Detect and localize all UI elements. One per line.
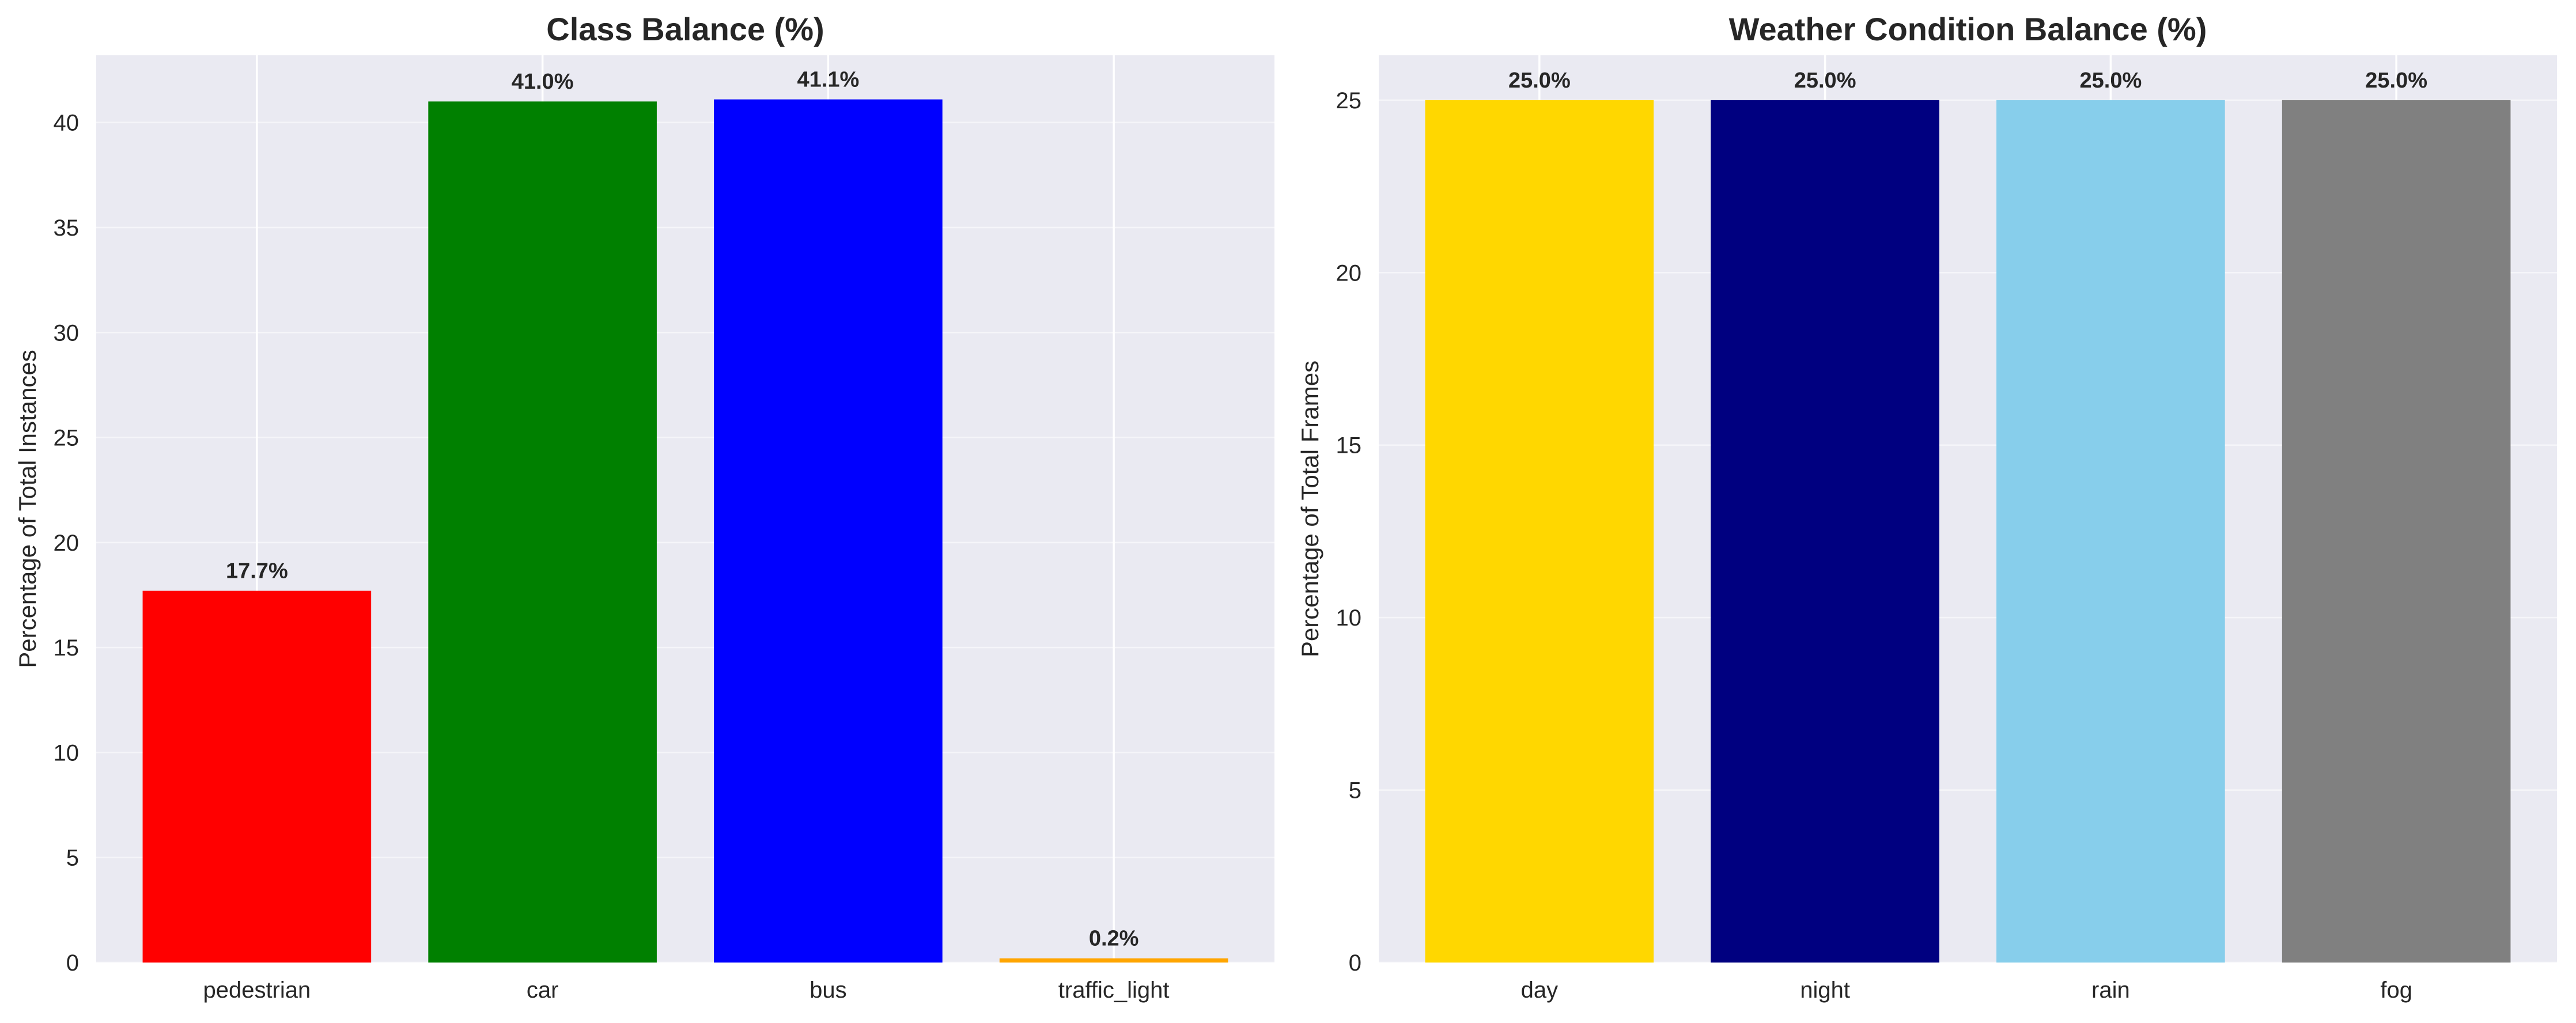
y-tick-label: 0 <box>1349 950 1361 976</box>
x-tick-label: night <box>1800 977 1850 1003</box>
y-tick-label: 20 <box>54 531 80 556</box>
x-tick-label: rain <box>2091 977 2130 1003</box>
y-tick-label: 5 <box>66 846 79 871</box>
y-tick-label: 15 <box>1336 433 1362 459</box>
y-tick-label: 40 <box>54 111 80 136</box>
y-tick-label: 10 <box>1336 605 1362 631</box>
bar-traffic-light <box>999 958 1228 963</box>
y-axis-title: Percentage of Total Instances <box>14 350 41 668</box>
y-tick-label: 35 <box>54 215 80 241</box>
data-label: 0.2% <box>1089 927 1139 951</box>
data-label: 25.0% <box>1508 69 1571 93</box>
y-tick-label: 10 <box>54 740 80 766</box>
y-tick-label: 0 <box>66 950 79 976</box>
bar-bus <box>714 99 943 963</box>
data-label: 25.0% <box>2080 69 2142 93</box>
data-label: 41.0% <box>512 70 574 94</box>
bar-fog <box>2282 100 2511 963</box>
data-label: 25.0% <box>2365 69 2427 93</box>
chart-title: Weather Condition Balance (%) <box>1729 11 2207 47</box>
y-tick-label: 25 <box>54 426 80 451</box>
data-label: 17.7% <box>226 559 288 584</box>
x-tick-label: bus <box>810 977 847 1003</box>
y-tick-label: 5 <box>1349 778 1361 804</box>
x-tick-label: fog <box>2380 977 2412 1003</box>
x-tick-label: car <box>527 977 559 1003</box>
bar-night <box>1711 100 1939 963</box>
x-tick-label: traffic_light <box>1058 977 1170 1003</box>
bar-day <box>1425 100 1654 963</box>
weather-condition-balance-chart: 25.0% 25.0% 25.0% 25.0% 0 5 10 15 20 25 day night ra… <box>1296 11 2557 1003</box>
bar-rain <box>1996 100 2225 963</box>
class-balance-chart: 17.7% 41.0% 41.1% 0.2% 0 5 10 15 20 25 30 35 40 pedes… <box>14 11 1274 1003</box>
bar-car <box>428 101 657 963</box>
y-tick-label: 15 <box>54 635 80 661</box>
x-tick-label: day <box>1521 977 1559 1003</box>
data-label: 25.0% <box>1794 69 1856 93</box>
y-tick-label: 30 <box>54 320 80 346</box>
x-tick-label: pedestrian <box>203 977 311 1003</box>
data-label: 41.1% <box>797 68 860 92</box>
y-tick-label: 20 <box>1336 260 1362 286</box>
y-axis-title: Percentage of Total Frames <box>1296 361 1323 657</box>
chart-title: Class Balance (%) <box>546 11 824 47</box>
bar-pedestrian <box>142 590 372 963</box>
y-tick-label: 25 <box>1336 88 1362 113</box>
